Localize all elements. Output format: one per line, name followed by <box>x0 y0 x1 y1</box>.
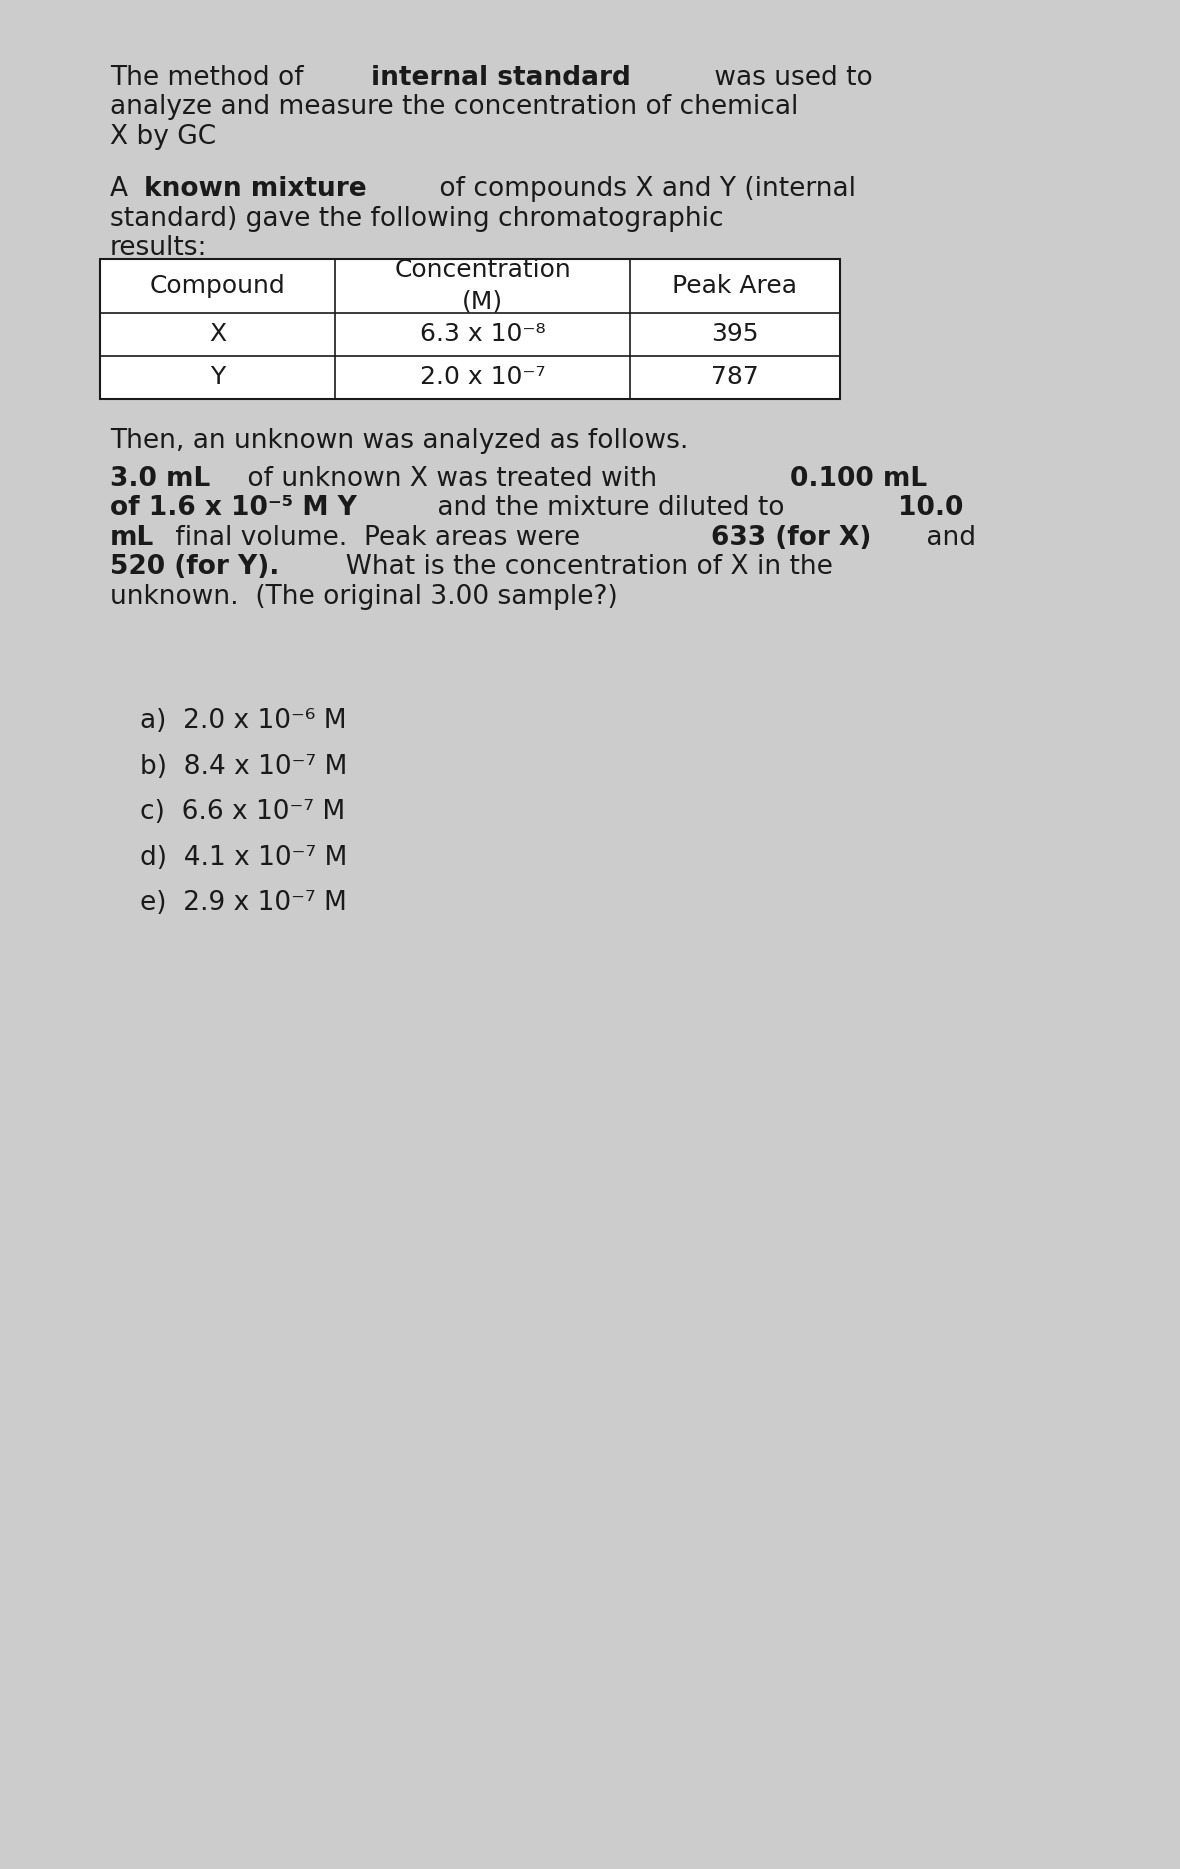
Text: The method of: The method of <box>110 65 312 92</box>
Bar <box>100 258 840 398</box>
Text: 520 (for Y).: 520 (for Y). <box>110 553 280 579</box>
Text: 787: 787 <box>712 366 759 389</box>
Text: 6.3 x 10⁻⁸: 6.3 x 10⁻⁸ <box>420 321 545 346</box>
Text: a)  2.0 x 10⁻⁶ M: a) 2.0 x 10⁻⁶ M <box>140 708 347 735</box>
Text: b)  8.4 x 10⁻⁷ M: b) 8.4 x 10⁻⁷ M <box>140 753 347 779</box>
Text: e)  2.9 x 10⁻⁷ M: e) 2.9 x 10⁻⁷ M <box>140 890 347 916</box>
Text: mL: mL <box>110 525 155 551</box>
Text: 10.0: 10.0 <box>898 495 963 521</box>
Text: of unknown X was treated with: of unknown X was treated with <box>240 465 666 492</box>
Text: analyze and measure the concentration of chemical: analyze and measure the concentration of… <box>110 95 799 120</box>
Text: A: A <box>110 176 137 202</box>
Text: known mixture: known mixture <box>144 176 367 202</box>
Text: 395: 395 <box>712 321 759 346</box>
Text: was used to: was used to <box>706 65 873 92</box>
Text: final volume.  Peak areas were: final volume. Peak areas were <box>168 525 589 551</box>
Text: of 1.6 x 10⁻⁵ M Y: of 1.6 x 10⁻⁵ M Y <box>110 495 356 521</box>
Text: X by GC: X by GC <box>110 123 216 150</box>
Text: Concentration
(M): Concentration (M) <box>394 258 571 314</box>
Text: Y: Y <box>210 366 225 389</box>
Text: standard) gave the following chromatographic: standard) gave the following chromatogra… <box>110 206 723 232</box>
Text: unknown.  (The original 3.00 sample?): unknown. (The original 3.00 sample?) <box>110 583 618 609</box>
Text: results:: results: <box>110 235 208 262</box>
Text: 0.100 mL: 0.100 mL <box>789 465 926 492</box>
Text: 2.0 x 10⁻⁷: 2.0 x 10⁻⁷ <box>420 366 545 389</box>
Text: Then, an unknown was analyzed as follows.: Then, an unknown was analyzed as follows… <box>110 428 688 454</box>
Text: X: X <box>209 321 227 346</box>
Text: internal standard: internal standard <box>371 65 630 92</box>
Text: of compounds X and Y (internal: of compounds X and Y (internal <box>432 176 857 202</box>
Text: Compound: Compound <box>150 273 286 297</box>
Text: d)  4.1 x 10⁻⁷ M: d) 4.1 x 10⁻⁷ M <box>140 845 347 871</box>
Text: What is the concentration of X in the: What is the concentration of X in the <box>328 553 832 579</box>
Text: 3.0 mL: 3.0 mL <box>110 465 210 492</box>
Text: 633 (for X): 633 (for X) <box>712 525 871 551</box>
Text: and: and <box>918 525 976 551</box>
Text: c)  6.6 x 10⁻⁷ M: c) 6.6 x 10⁻⁷ M <box>140 800 346 826</box>
Text: Peak Area: Peak Area <box>673 273 798 297</box>
Text: and the mixture diluted to: and the mixture diluted to <box>428 495 793 521</box>
